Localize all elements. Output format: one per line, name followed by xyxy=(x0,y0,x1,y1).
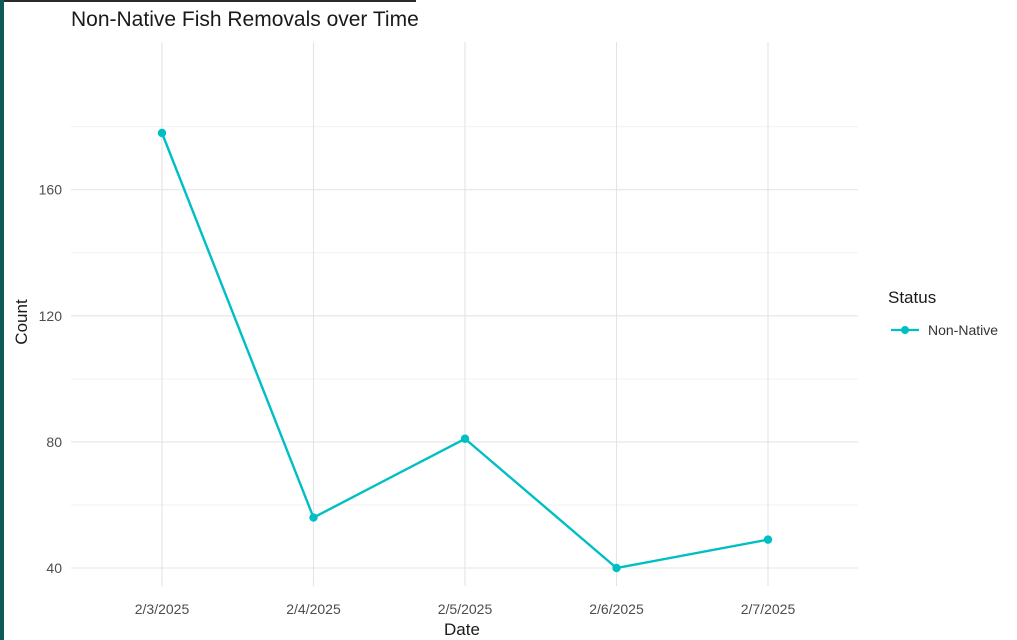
window-top-edge xyxy=(4,0,416,2)
data-point xyxy=(157,128,167,138)
x-axis-label: Date xyxy=(444,620,480,639)
y-tick-label: 120 xyxy=(39,308,63,324)
x-tick-label: 2/4/2025 xyxy=(286,601,341,617)
data-point xyxy=(460,434,470,443)
chart-title: Non-Native Fish Removals over Time xyxy=(71,8,419,31)
y-tick-label: 160 xyxy=(39,182,63,198)
x-tick-label: 2/6/2025 xyxy=(589,601,644,617)
data-point xyxy=(309,513,318,522)
legend-title: Status xyxy=(888,288,937,307)
legend: Status Non-Native xyxy=(888,288,998,338)
legend-label: Non-Native xyxy=(928,322,999,338)
data-point xyxy=(612,563,621,573)
x-tick-label: 2/3/2025 xyxy=(135,601,190,617)
legend-item: Non-Native xyxy=(888,322,998,338)
y-axis-label: Count xyxy=(12,299,31,345)
window-left-edge xyxy=(0,0,4,640)
y-tick-label: 80 xyxy=(46,434,62,450)
x-tick-label: 2/7/2025 xyxy=(741,601,796,617)
x-tick-label: 2/5/2025 xyxy=(438,601,493,617)
y-tick-label: 40 xyxy=(46,560,62,576)
legend-key-icon xyxy=(891,326,919,334)
data-point xyxy=(763,535,773,544)
